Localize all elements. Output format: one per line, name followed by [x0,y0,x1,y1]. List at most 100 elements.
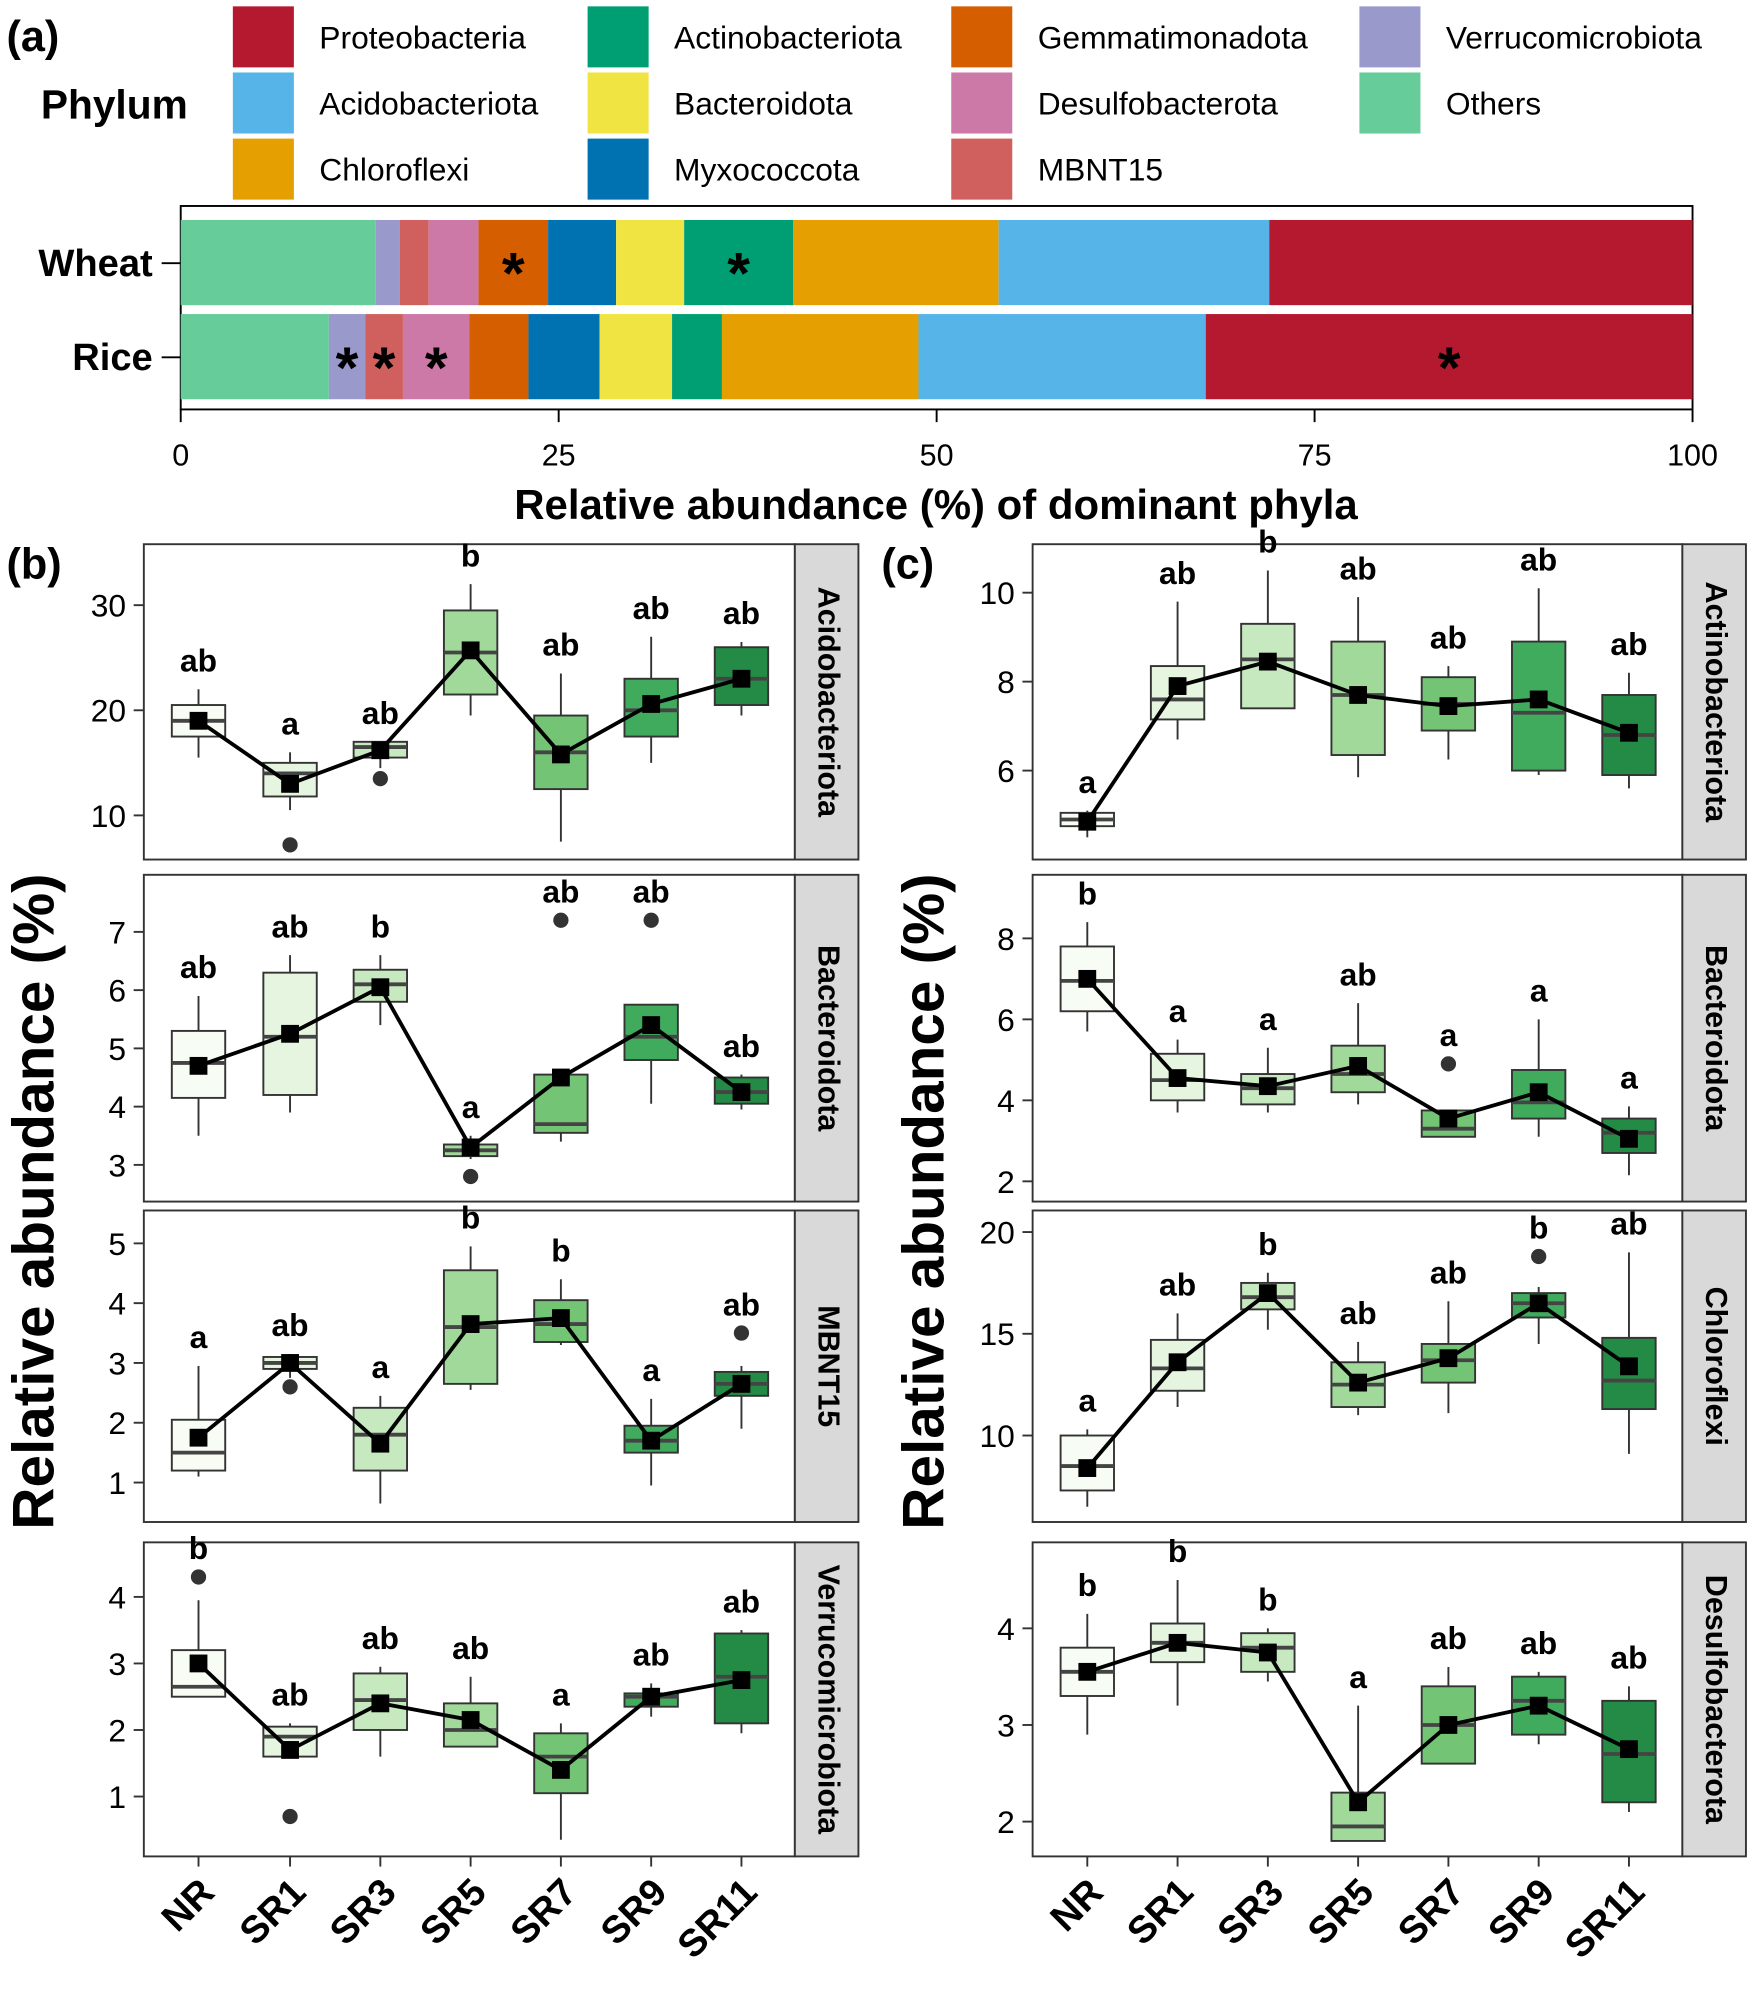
significance-letter: ab [1610,1640,1647,1676]
significance-letter: ab [1159,555,1196,591]
mean-marker [732,1374,751,1393]
significance-letter: ab [633,873,670,909]
x-tick-label: 25 [542,438,576,472]
facet-strip-label: Acidobacteriota [812,587,846,819]
x-tick-label: SR3 [322,1871,405,1954]
mean-marker [1078,969,1097,988]
significance-letter: a [1169,993,1187,1029]
significance-letter: a [462,1089,480,1125]
x-tick-label: 50 [920,438,954,472]
significance-letter: ab [362,695,399,731]
mean-marker [1078,812,1097,831]
significance-letter: ab [1610,626,1647,662]
mean-marker [1258,1643,1277,1662]
bar-category-label: Rice [72,336,153,379]
significance-letter: ab [452,1630,489,1666]
outlier-point [733,1325,750,1341]
mean-marker [1349,1373,1368,1392]
legend-label: Gemmatimonadota [1038,19,1308,55]
legend-swatch [951,6,1013,68]
significance-letter: b [551,1232,570,1268]
y-tick-label: 20 [979,1214,1014,1250]
mean-marker [1168,1633,1187,1652]
mean-marker [189,711,208,730]
facet-strip [1681,1209,1747,1523]
facet-strip [793,1541,860,1858]
stacked-bar-segment [672,314,722,400]
y-tick-label: 3 [108,1147,126,1183]
y-tick-label: 6 [997,753,1015,789]
y-tick-label: 8 [997,921,1015,957]
stacked-bar-segment [478,219,549,306]
y-tick-label: 8 [997,664,1015,700]
mean-marker [1620,1129,1638,1148]
legend-label: Actinobacteriota [674,19,902,55]
significance-letter: b [371,908,390,944]
x-axis-title: Relative abundance (%) of dominant phyla [514,481,1358,528]
significance-letter: ab [180,949,217,985]
outlier-point [1440,1056,1457,1072]
facet-panel: Acidobacteriota 10 20 30 ab a ab b ab ab ab [91,537,860,861]
significance-letter: ab [1520,1625,1557,1661]
outlier-point [462,1168,479,1185]
significance-asterisk: * [336,336,359,401]
y-tick-label: 4 [997,1611,1015,1647]
facet-strip-label: Chloroflexi [1699,1287,1733,1446]
stacked-bar-segment [328,314,366,400]
significance-letter: ab [1610,1206,1647,1242]
mean-marker [642,695,661,713]
facet-strip [1681,873,1747,1203]
legend-label: Myxococcota [674,152,860,188]
y-tick-label: 10 [979,575,1014,611]
significance-letter: a [1259,1001,1277,1037]
outlier-point [643,912,659,928]
significance-asterisk: * [502,242,525,307]
legend-label: Bacteroidota [674,85,853,121]
x-tick-label: SR3 [1209,1871,1292,1954]
y-tick-label: 6 [997,1002,1015,1038]
significance-letter: ab [723,1583,760,1619]
mean-marker [1349,1793,1368,1812]
mean-marker [732,1083,751,1101]
significance-letter: ab [180,642,217,678]
y-tick-label: 6 [108,973,126,1009]
significance-letter: b [1168,1533,1187,1569]
significance-letter: a [1620,1060,1638,1096]
mean-marker [371,1694,390,1713]
facet-strip [793,543,860,861]
mean-marker [732,669,751,688]
panel-label-c: (c) [881,541,934,589]
significance-letter: a [642,1352,660,1388]
significance-letter: ab [542,873,579,909]
mean-marker [281,1354,299,1372]
legend-swatch [1359,72,1421,134]
y-tick-label: 4 [108,1089,126,1125]
facet-strip-label: Bacteroidota [1699,945,1733,1132]
significance-asterisk: * [727,242,750,307]
stacked-bar-segment [375,219,400,306]
y-tick-label: 5 [108,1031,126,1067]
significance-letter: a [1349,1659,1367,1695]
outlier-point [372,770,388,787]
facet-strip [793,1209,860,1523]
mean-marker [1529,1696,1548,1715]
mean-marker [1349,1057,1368,1075]
y-tick-label: 10 [91,798,126,834]
stacked-bar-segment [469,314,529,400]
legend-label: Desulfobacterota [1038,85,1278,121]
significance-letter: ab [272,1307,309,1343]
mean-marker [461,1315,480,1333]
facet-strip [1681,543,1747,861]
x-tick-label: SR7 [1390,1871,1473,1954]
y-tick-label: 4 [997,1083,1015,1119]
stacked-bar-segment [998,219,1270,306]
stacked-bar-segment [1205,314,1693,400]
mean-marker [1168,1353,1187,1372]
facet-strip-label: Actinobacteriota [1699,582,1733,824]
stacked-bar-segment [180,219,376,306]
legend-swatch [951,72,1013,134]
mean-marker [1529,690,1548,709]
x-tick-label: SR9 [1480,1871,1563,1954]
legend-swatch [232,6,294,68]
